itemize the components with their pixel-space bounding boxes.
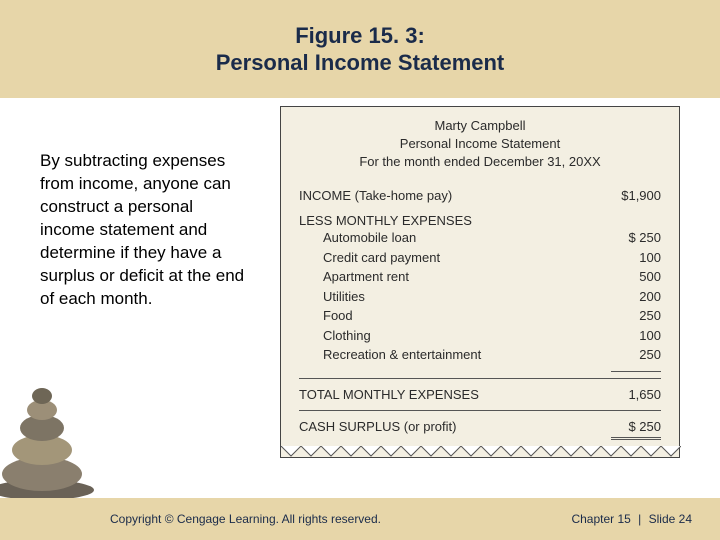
income-statement-receipt: Marty Campbell Personal Income Statement…: [280, 106, 680, 458]
title-line-2: Personal Income Statement: [216, 50, 505, 75]
receipt-name: Marty Campbell: [299, 117, 661, 135]
expense-label: Clothing: [299, 326, 371, 346]
receipt-subtitle: Personal Income Statement: [299, 135, 661, 153]
copyright-text: Copyright © Cengage Learning. All rights…: [110, 512, 381, 526]
income-row: INCOME (Take-home pay) $1,900: [299, 186, 661, 206]
expense-label: Recreation & entertainment: [299, 345, 481, 365]
receipt-header: Marty Campbell Personal Income Statement…: [299, 117, 661, 172]
receipt-torn-edge: [281, 446, 679, 458]
total-divider-top: [299, 378, 661, 379]
footer-separator: |: [638, 512, 641, 526]
total-value: 1,650: [628, 385, 661, 405]
expense-label: Credit card payment: [299, 248, 440, 268]
expense-row: Utilities 200: [299, 287, 661, 307]
total-row: TOTAL MONTHLY EXPENSES 1,650: [299, 385, 661, 405]
total-divider-bottom: [299, 410, 661, 411]
expense-value: 200: [639, 287, 661, 307]
expense-row: Clothing 100: [299, 326, 661, 346]
expense-row: Recreation & entertainment 250: [299, 345, 661, 365]
surplus-value: $ 250: [628, 417, 661, 437]
footer-page-info: Chapter 15 | Slide 24: [571, 512, 692, 526]
income-value: $1,900: [621, 186, 661, 206]
content-area: By subtracting expenses from income, any…: [0, 98, 720, 498]
expenses-heading: LESS MONTHLY EXPENSES: [299, 213, 661, 228]
chapter-label: Chapter 15: [571, 512, 630, 526]
explanatory-text: By subtracting expenses from income, any…: [40, 150, 250, 311]
expense-label: Apartment rent: [299, 267, 409, 287]
expense-row: Credit card payment 100: [299, 248, 661, 268]
final-double-rule: [611, 437, 661, 440]
slide-label: Slide 24: [649, 512, 692, 526]
expense-value: 250: [639, 345, 661, 365]
expense-label: Utilities: [299, 287, 365, 307]
expense-value: 500: [639, 267, 661, 287]
expense-value: $ 250: [628, 228, 661, 248]
income-label: INCOME (Take-home pay): [299, 186, 452, 206]
surplus-label: CASH SURPLUS (or profit): [299, 417, 456, 437]
receipt-period: For the month ended December 31, 20XX: [299, 153, 661, 171]
surplus-row: CASH SURPLUS (or profit) $ 250: [299, 417, 661, 437]
header-band: Figure 15. 3: Personal Income Statement: [0, 0, 720, 98]
total-label: TOTAL MONTHLY EXPENSES: [299, 385, 479, 405]
subtotal-divider: [611, 371, 661, 372]
expense-label: Automobile loan: [299, 228, 416, 248]
expense-row: Apartment rent 500: [299, 267, 661, 287]
expense-label: Food: [299, 306, 353, 326]
expense-row: Food 250: [299, 306, 661, 326]
title-line-1: Figure 15. 3:: [295, 23, 425, 48]
expense-row: Automobile loan $ 250: [299, 228, 661, 248]
expense-value: 250: [639, 306, 661, 326]
expense-value: 100: [639, 248, 661, 268]
expense-value: 100: [639, 326, 661, 346]
expense-list: Automobile loan $ 250 Credit card payment 1…: [299, 228, 661, 365]
slide-title: Figure 15. 3: Personal Income Statement: [216, 22, 505, 77]
footer-band: Copyright © Cengage Learning. All rights…: [0, 498, 720, 540]
stacked-rocks-icon: [0, 368, 104, 498]
